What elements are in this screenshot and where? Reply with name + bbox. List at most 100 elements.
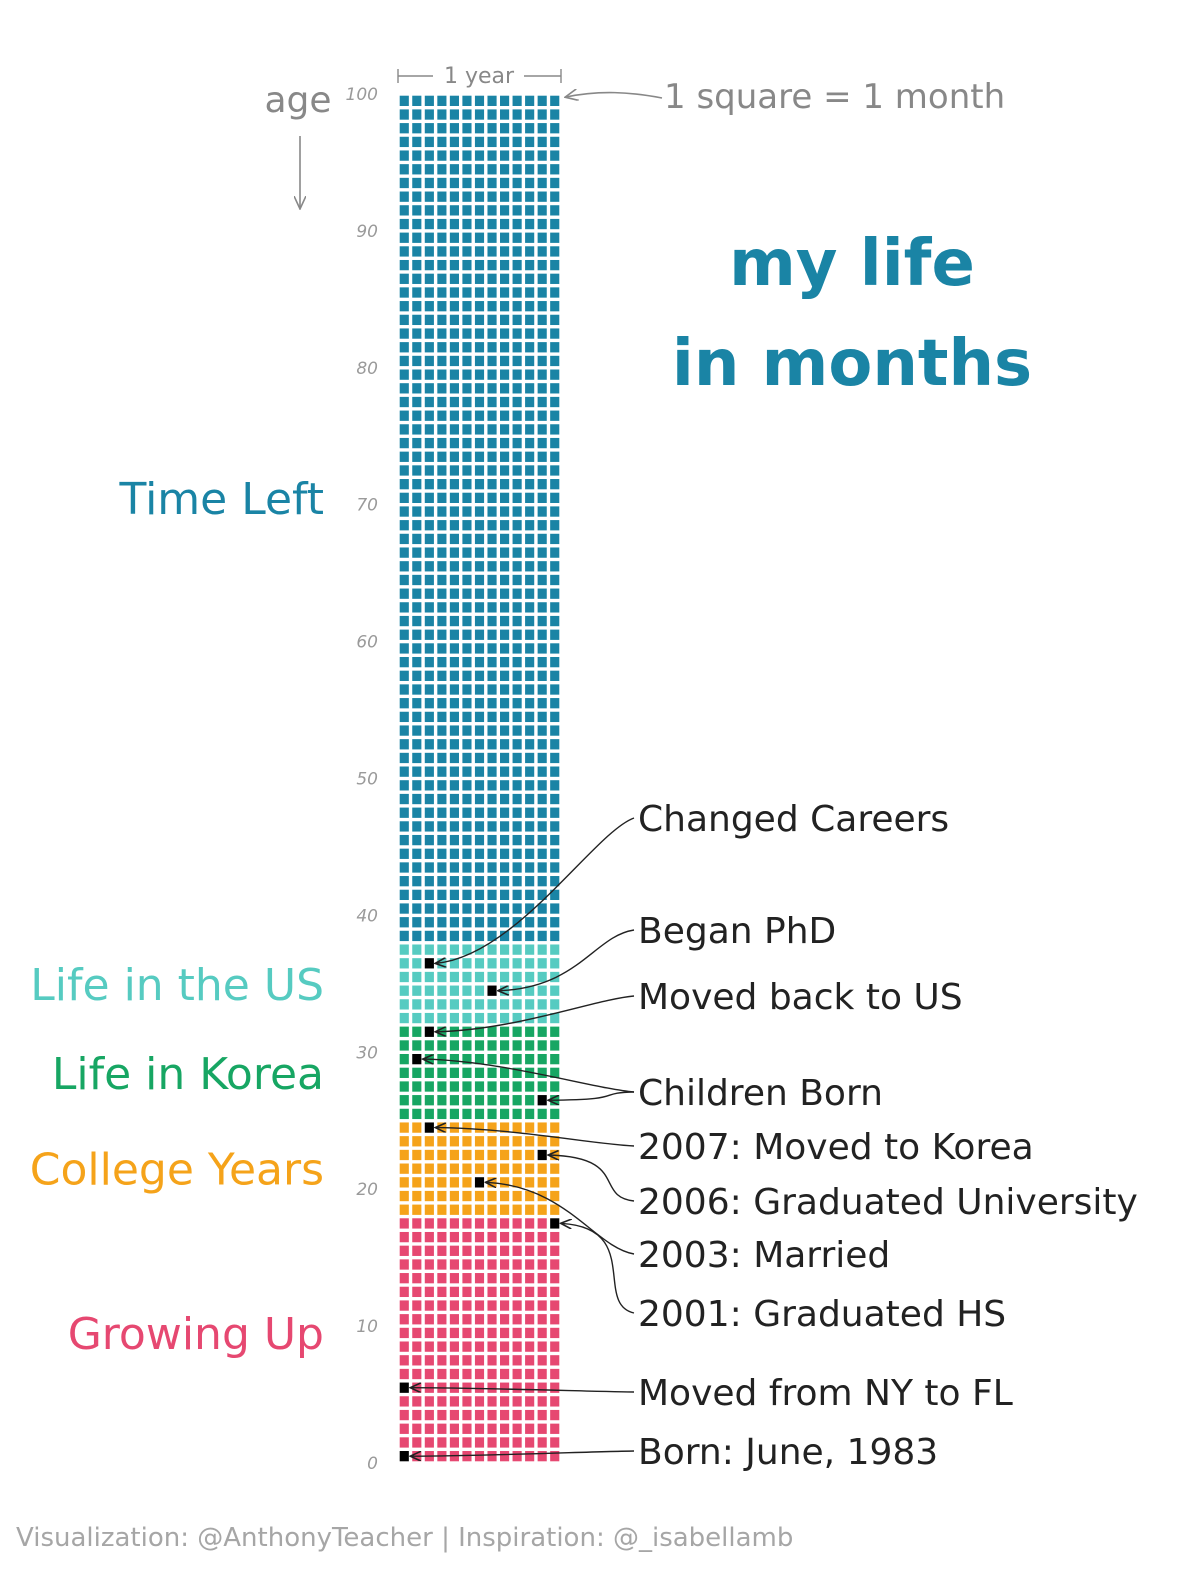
month-square bbox=[512, 1259, 522, 1270]
month-square bbox=[500, 574, 510, 586]
month-square bbox=[462, 259, 472, 271]
month-square bbox=[537, 492, 547, 503]
month-square bbox=[399, 109, 409, 120]
month-square bbox=[474, 1355, 485, 1366]
month-square bbox=[462, 410, 472, 421]
month-square bbox=[399, 1149, 409, 1161]
month-square bbox=[412, 424, 422, 435]
month-square bbox=[412, 834, 422, 846]
month-square bbox=[449, 711, 459, 723]
month-square bbox=[525, 123, 535, 134]
month-square bbox=[449, 793, 459, 805]
month-square bbox=[537, 602, 547, 613]
month-square bbox=[424, 1190, 434, 1202]
month-square bbox=[449, 109, 459, 120]
square-note: 1 square = 1 month bbox=[664, 77, 1005, 117]
month-square bbox=[487, 615, 497, 627]
month-square bbox=[512, 574, 522, 586]
month-square bbox=[449, 383, 459, 394]
month-square bbox=[399, 1067, 409, 1078]
month-square bbox=[500, 424, 510, 435]
month-square bbox=[525, 917, 535, 928]
month-square bbox=[474, 520, 485, 531]
month-square bbox=[449, 479, 459, 490]
age-tick-label: 80 bbox=[356, 359, 378, 379]
month-square bbox=[525, 1218, 535, 1229]
month-square bbox=[512, 1177, 522, 1188]
month-square bbox=[412, 1314, 422, 1325]
month-square bbox=[412, 410, 422, 421]
month-square bbox=[412, 1259, 422, 1270]
month-square bbox=[487, 1341, 497, 1352]
month-square bbox=[487, 1218, 497, 1229]
month-square bbox=[412, 793, 422, 805]
month-square bbox=[537, 1355, 547, 1366]
annotation-arrow bbox=[562, 1223, 635, 1314]
event-annotation: Moved back to US bbox=[638, 977, 963, 1018]
month-square bbox=[500, 287, 510, 298]
month-square bbox=[474, 1259, 485, 1270]
month-square bbox=[550, 1122, 560, 1133]
month-square bbox=[512, 218, 522, 230]
month-square bbox=[487, 643, 497, 654]
month-square bbox=[474, 355, 485, 367]
month-square bbox=[500, 958, 510, 969]
month-square bbox=[412, 1190, 422, 1202]
month-square bbox=[437, 533, 447, 545]
month-square bbox=[437, 698, 447, 709]
month-square bbox=[462, 944, 472, 955]
month-square bbox=[550, 1314, 560, 1325]
month-square bbox=[512, 451, 522, 462]
month-square bbox=[487, 1423, 497, 1434]
month-square bbox=[474, 369, 485, 380]
month-square bbox=[412, 109, 422, 120]
month-square bbox=[474, 1437, 485, 1448]
month-square bbox=[512, 1040, 522, 1051]
month-square bbox=[474, 876, 485, 887]
month-square bbox=[437, 889, 447, 901]
month-square bbox=[537, 1396, 547, 1407]
month-square bbox=[487, 259, 497, 271]
waffle-grid bbox=[399, 95, 560, 1462]
month-square bbox=[399, 1300, 409, 1311]
month-square bbox=[512, 177, 522, 189]
month-square bbox=[437, 328, 447, 339]
month-square bbox=[487, 177, 497, 189]
month-square bbox=[550, 1108, 560, 1120]
month-square bbox=[412, 930, 422, 942]
month-square bbox=[487, 848, 497, 859]
month-square bbox=[412, 862, 422, 873]
month-square bbox=[512, 1273, 522, 1284]
month-square bbox=[449, 1149, 459, 1161]
month-square bbox=[512, 793, 522, 805]
month-square bbox=[462, 848, 472, 859]
month-square bbox=[412, 1149, 422, 1161]
month-square bbox=[449, 780, 459, 791]
month-square bbox=[487, 547, 497, 558]
month-square bbox=[437, 451, 447, 462]
month-square bbox=[437, 492, 447, 503]
month-square bbox=[462, 1396, 472, 1407]
month-square bbox=[525, 643, 535, 654]
month-square bbox=[437, 917, 447, 928]
month-square bbox=[462, 834, 472, 846]
month-square bbox=[424, 793, 434, 805]
month-square bbox=[500, 355, 510, 367]
month-square bbox=[512, 355, 522, 367]
month-square bbox=[500, 656, 510, 668]
month-square bbox=[437, 383, 447, 394]
month-square bbox=[525, 328, 535, 339]
month-square bbox=[399, 739, 409, 750]
month-square bbox=[474, 588, 485, 599]
month-square bbox=[399, 807, 409, 818]
month-square bbox=[537, 533, 547, 545]
month-square bbox=[500, 1273, 510, 1284]
month-square bbox=[412, 1218, 422, 1229]
month-square bbox=[399, 752, 409, 764]
month-square bbox=[525, 451, 535, 462]
month-square bbox=[512, 191, 522, 202]
month-square bbox=[512, 1382, 522, 1393]
month-square bbox=[462, 1231, 472, 1243]
month-square bbox=[512, 328, 522, 339]
month-square bbox=[550, 1437, 560, 1448]
